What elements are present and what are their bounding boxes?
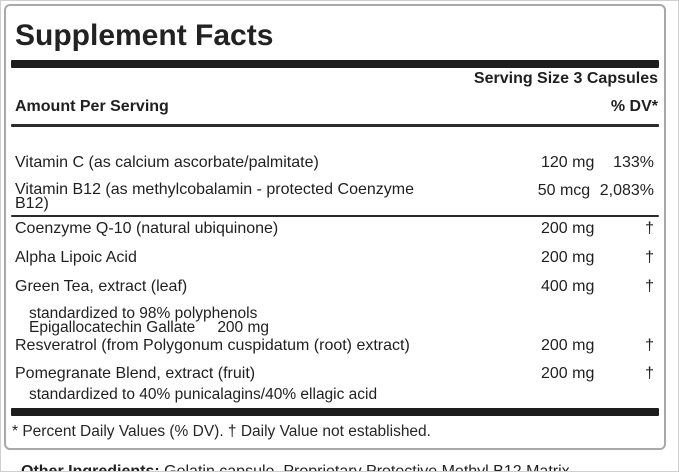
- thick-divider-bottom: [11, 408, 659, 417]
- ingredient-row-green-tea: Green Tea, extract (leaf) 400 mg †: [11, 277, 659, 295]
- ingredient-row-alpha-lipoic-acid: Alpha Lipoic Acid 200 mg †: [11, 248, 659, 266]
- ingredient-dv: †: [645, 365, 654, 383]
- sub-ingredient-name: Epigallocatechin Gallate: [29, 319, 196, 337]
- ingredient-row-pomegranate-blend: Pomegranate Blend, extract (fruit) 200 m…: [11, 366, 659, 382]
- percent-dv-header: % DV*: [610, 98, 658, 115]
- ingredient-name: Vitamin B12 (as methylcobalamin - protec…: [15, 180, 414, 213]
- ingredient-dv: †: [645, 248, 654, 266]
- other-ingredients-text: Gelatin capsule, Proprietary Protective …: [164, 463, 575, 472]
- sub-ingredient-line: Epigallocatechin Gallate 200 mg: [11, 319, 659, 337]
- green-tea-sub-ingredients: standardized to 98% polyphenols Epigallo…: [11, 304, 659, 337]
- serving-size: Serving Size 3 Capsules: [473, 70, 658, 87]
- thin-divider-header: [11, 124, 659, 127]
- ingredient-dv: 133%: [613, 153, 654, 171]
- supplement-facts-panel: Supplement Facts Serving Size 3 Capsules…: [4, 4, 666, 451]
- daily-value-footnote: * Percent Daily Values (% DV). † Daily V…: [12, 423, 431, 441]
- sub-ingredient-line: standardized to 40% punicalagins/40% ell…: [29, 386, 378, 404]
- ingredient-row-coenzyme-q10: Coenzyme Q-10 (natural ubiquinone) 200 m…: [11, 219, 659, 237]
- thin-divider-mid: [11, 214, 659, 217]
- ingredient-amount: 200 mg: [541, 219, 595, 237]
- ingredient-name: Coenzyme Q-10 (natural ubiquinone): [15, 219, 279, 237]
- column-header-row: Amount Per Serving % DV*: [11, 98, 659, 116]
- ingredient-amount: 200 mg: [541, 248, 595, 266]
- ingredient-name: Vitamin C (as calcium ascorbate/palmitat…: [15, 153, 319, 171]
- ingredient-dv: 2,083%: [599, 181, 654, 199]
- ingredient-row-resveratrol: Resveratrol (from Polygonum cuspidatum (…: [11, 338, 659, 354]
- amount-per-serving-header: Amount Per Serving: [15, 98, 169, 115]
- ingredient-dv: †: [645, 337, 654, 355]
- ingredient-row-vitamin-c: Vitamin C (as calcium ascorbate/palmitat…: [11, 153, 659, 171]
- ingredient-dv: †: [645, 219, 654, 237]
- other-ingredients: Other Ingredients: Gelatin capsule, Prop…: [21, 463, 678, 472]
- sub-ingredient-line: standardized to 98% polyphenols: [29, 304, 258, 322]
- ingredient-name: Alpha Lipoic Acid: [15, 248, 137, 266]
- other-ingredients-label: Other Ingredients:: [21, 463, 160, 472]
- ingredient-amount: 400 mg: [541, 277, 595, 295]
- ingredient-name: Pomegranate Blend, extract (fruit): [15, 365, 256, 383]
- ingredient-row-vitamin-b12: Vitamin B12 (as methylcobalamin - protec…: [11, 180, 659, 213]
- ingredient-dv: †: [645, 277, 654, 295]
- ingredient-name: Resveratrol (from Polygonum cuspidatum (…: [15, 337, 410, 355]
- thick-divider-top: [11, 60, 659, 68]
- sub-ingredient-amount: 200 mg: [217, 319, 270, 337]
- ingredient-name: Green Tea, extract (leaf): [15, 277, 188, 295]
- supplement-facts-title: Supplement Facts: [15, 19, 274, 52]
- ingredient-amount: 200 mg: [541, 365, 595, 383]
- ingredient-amount: 200 mg: [541, 337, 595, 355]
- ingredient-amount: 50 mcg: [537, 181, 591, 199]
- ingredient-amount: 120 mg: [541, 153, 595, 171]
